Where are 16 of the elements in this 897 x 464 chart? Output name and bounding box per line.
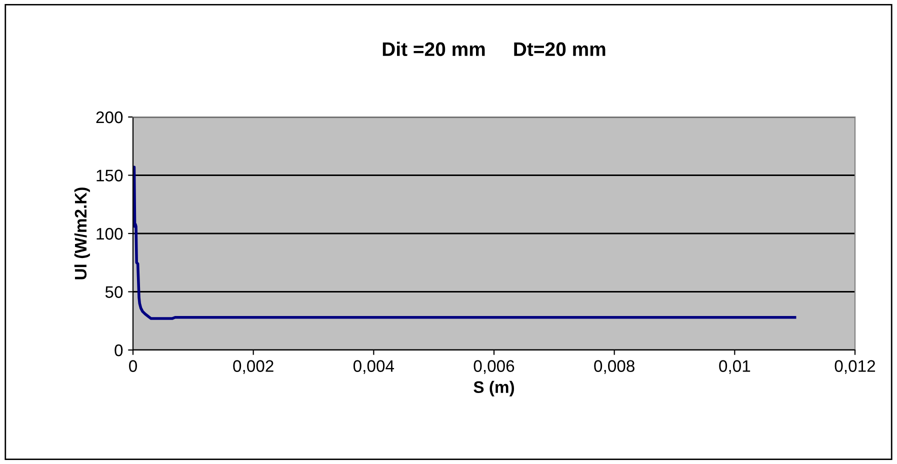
y-axis-title: Ul (W/m2.K): [74, 188, 90, 280]
x-axis-title: S (m): [474, 380, 514, 396]
y-tick-label: 0: [114, 344, 123, 356]
x-tick-label: 0,008: [594, 360, 634, 374]
x-tick-label: 0,002: [233, 360, 274, 374]
y-tick-label: 150: [96, 170, 123, 182]
x-tick-label: 0,004: [353, 360, 394, 374]
y-tick-label: 100: [96, 228, 123, 240]
x-tick-label: 0,006: [474, 360, 514, 374]
x-tick-label: 0: [129, 360, 137, 372]
y-tick-label: 50: [105, 286, 123, 298]
chart-title: Dit =20 mm Dt=20 mm: [382, 42, 606, 56]
line-series: [133, 166, 796, 320]
x-tick-label: 0,01: [719, 360, 750, 374]
x-tick-label: 0,012: [834, 360, 876, 374]
y-tick-label: 200: [96, 111, 123, 124]
